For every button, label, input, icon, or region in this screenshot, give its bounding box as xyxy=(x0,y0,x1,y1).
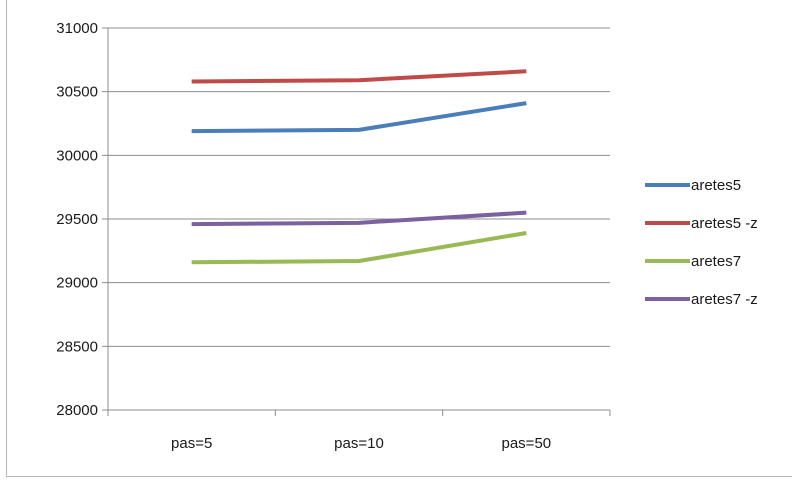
series-line-aretes5 xyxy=(191,101,527,134)
legend-label: aretes5 xyxy=(691,177,741,194)
series-line-aretes5-z xyxy=(191,69,527,84)
y-tick-labels: 31000 30500 30000 29500 29000 28500 28000 xyxy=(56,20,98,419)
y-tick-label: 30500 xyxy=(56,84,98,101)
series-line-aretes7-z xyxy=(191,210,527,227)
legend-label: aretes7 xyxy=(691,253,741,270)
y-tick-label: 29500 xyxy=(56,211,98,228)
y-tick-label: 29000 xyxy=(56,275,98,292)
y-tick-label: 28500 xyxy=(56,338,98,355)
x-tick-labels: pas=5 pas=10 pas=50 xyxy=(171,435,551,452)
series-line-aretes7 xyxy=(191,231,527,265)
legend: aretes5 aretes5 -z aretes7 aretes7 -z xyxy=(645,177,758,308)
y-tick-label: 31000 xyxy=(56,20,98,37)
series-lines xyxy=(191,69,527,265)
axes xyxy=(102,27,611,416)
legend-label: aretes5 -z xyxy=(691,215,758,232)
x-tick-label: pas=50 xyxy=(502,435,552,452)
x-tick-label: pas=5 xyxy=(171,435,212,452)
x-tick-label: pas=10 xyxy=(334,435,384,452)
gridlines xyxy=(108,27,610,411)
y-tick-label: 28000 xyxy=(56,402,98,419)
y-tick-label: 30000 xyxy=(56,147,98,164)
legend-label: aretes7 -z xyxy=(691,291,758,308)
